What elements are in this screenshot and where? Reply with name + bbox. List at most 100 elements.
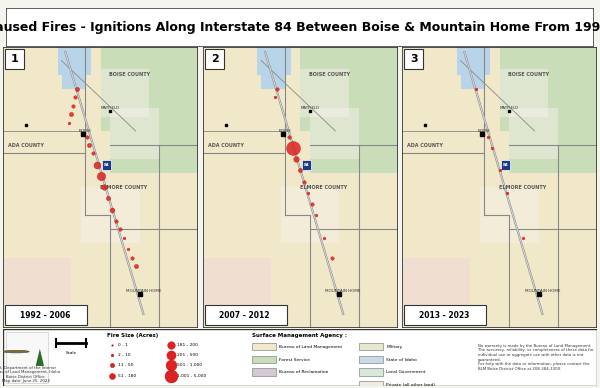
Text: U.S. Department of the Interior
Bureau of Land Management, Idaho
Boise District : U.S. Department of the Interior Bureau o…: [0, 365, 61, 383]
Text: BOISE: BOISE: [79, 129, 91, 133]
Point: [284, 133, 293, 140]
Text: 3: 3: [410, 54, 418, 64]
Polygon shape: [257, 47, 290, 74]
Text: 0 - 1: 0 - 1: [118, 343, 128, 347]
Text: 2007 - 2012: 2007 - 2012: [220, 311, 270, 320]
Point: [96, 173, 106, 179]
Text: MOUNTAIN HOME: MOUNTAIN HOME: [524, 289, 560, 293]
Text: 11 - 50: 11 - 50: [118, 364, 133, 367]
Bar: [359, 343, 383, 350]
Text: Bureau of Land Management: Bureau of Land Management: [279, 345, 343, 349]
Point: [166, 362, 176, 369]
Point: [100, 184, 109, 190]
Polygon shape: [101, 47, 198, 131]
Polygon shape: [81, 187, 139, 244]
Text: ELMORE COUNTY: ELMORE COUNTY: [300, 185, 347, 190]
Bar: [359, 368, 383, 376]
Point: [326, 255, 336, 261]
Polygon shape: [509, 131, 597, 173]
Bar: [253, 356, 276, 363]
Polygon shape: [461, 69, 484, 89]
Point: [487, 145, 497, 151]
Text: State of Idaho: State of Idaho: [386, 358, 417, 362]
Point: [483, 133, 493, 140]
Polygon shape: [35, 349, 44, 366]
Polygon shape: [500, 47, 597, 131]
Bar: [205, 305, 287, 325]
Text: Local Government: Local Government: [386, 370, 426, 374]
Point: [319, 235, 329, 241]
Polygon shape: [301, 69, 349, 117]
Bar: [6, 331, 47, 383]
Text: 84: 84: [304, 163, 310, 167]
Polygon shape: [310, 108, 359, 159]
Text: Human Caused Fires - Ignitions Along Interstate 84 Between Boise & Mountain Home: Human Caused Fires - Ignitions Along Int…: [0, 21, 600, 34]
Text: ADA COUNTY: ADA COUNTY: [8, 142, 44, 147]
Bar: [5, 49, 25, 69]
Bar: [404, 49, 424, 69]
Bar: [103, 159, 111, 170]
Polygon shape: [62, 69, 85, 89]
Bar: [5, 305, 87, 325]
Bar: [302, 159, 311, 170]
Text: MAYFIELD: MAYFIELD: [101, 106, 120, 111]
Polygon shape: [509, 108, 558, 159]
Point: [68, 102, 78, 109]
Point: [112, 218, 121, 224]
Point: [107, 206, 117, 213]
Point: [107, 362, 116, 369]
Text: 181 - 200: 181 - 200: [177, 343, 198, 347]
Point: [270, 94, 280, 100]
Text: ELMORE COUNTY: ELMORE COUNTY: [100, 185, 148, 190]
Text: Forest Service: Forest Service: [279, 358, 310, 362]
Text: No warranty is made by the Bureau of Land Management.
The accuracy, reliability,: No warranty is made by the Bureau of Lan…: [478, 344, 594, 371]
Point: [84, 142, 94, 148]
Point: [67, 111, 76, 117]
Polygon shape: [203, 258, 271, 322]
Bar: [404, 305, 486, 325]
Point: [107, 352, 116, 358]
Polygon shape: [110, 131, 198, 173]
Circle shape: [3, 350, 29, 353]
Text: 501 - 1,000: 501 - 1,000: [177, 364, 202, 367]
Text: 201 - 500: 201 - 500: [177, 353, 198, 357]
Bar: [502, 159, 510, 170]
Point: [503, 190, 512, 196]
Polygon shape: [310, 131, 398, 173]
Text: MAYFIELD: MAYFIELD: [500, 106, 519, 111]
Point: [92, 162, 101, 168]
Point: [311, 212, 320, 218]
Text: 1992 - 2006: 1992 - 2006: [20, 311, 70, 320]
Polygon shape: [101, 69, 149, 117]
Point: [82, 133, 92, 140]
Text: 2 - 10: 2 - 10: [118, 353, 130, 357]
Point: [304, 190, 313, 196]
Point: [495, 167, 505, 173]
Point: [166, 352, 176, 358]
Point: [70, 94, 80, 100]
Text: 84: 84: [503, 163, 509, 167]
Polygon shape: [281, 187, 340, 244]
Bar: [359, 356, 383, 363]
Point: [166, 341, 176, 348]
Point: [296, 167, 305, 173]
Bar: [253, 343, 276, 350]
Point: [272, 86, 282, 92]
Polygon shape: [480, 187, 539, 244]
Polygon shape: [301, 47, 398, 131]
Text: 84: 84: [104, 163, 110, 167]
Point: [292, 156, 301, 162]
Point: [65, 120, 74, 126]
Point: [107, 341, 116, 348]
Text: Fire Size (Acres): Fire Size (Acres): [107, 333, 158, 338]
Text: 51 - 180: 51 - 180: [118, 374, 136, 378]
Text: BOISE: BOISE: [478, 129, 490, 133]
Point: [166, 372, 176, 379]
Point: [288, 145, 298, 151]
Point: [72, 86, 82, 92]
Polygon shape: [457, 47, 490, 74]
Point: [131, 263, 140, 269]
Text: 1: 1: [11, 54, 19, 64]
Text: Private (all other land): Private (all other land): [386, 383, 435, 387]
Text: BOISE COUNTY: BOISE COUNTY: [109, 72, 151, 77]
